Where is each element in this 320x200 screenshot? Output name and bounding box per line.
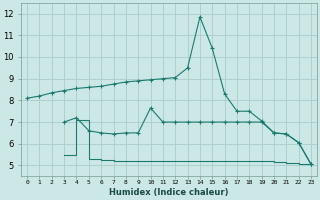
X-axis label: Humidex (Indice chaleur): Humidex (Indice chaleur) (109, 188, 229, 197)
